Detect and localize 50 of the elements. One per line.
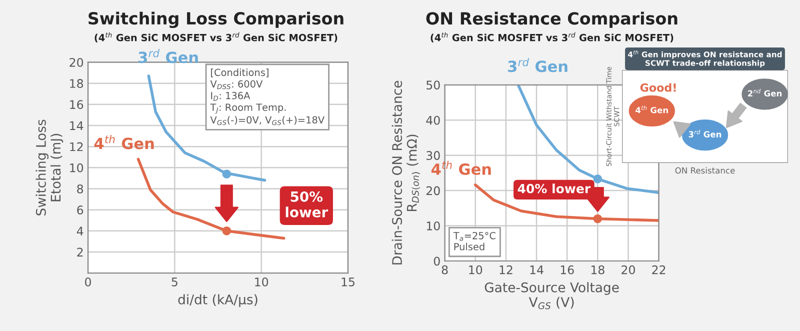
annotation: T$_{a}$=25°C Pulsed bbox=[453, 232, 496, 250]
y-axis-title: Switching Loss Etotal (mJ) bbox=[36, 120, 64, 216]
y-tick-label: 10 bbox=[426, 222, 440, 230]
text: 3$^{rd}$ Gen bbox=[688, 130, 722, 138]
chart-subtitle: (4$^{th}$ Gen SiC MOSFET vs 3$^{rd}$ Gen SiC MOSFET) bbox=[94, 32, 338, 42]
y-tick-label: 18 bbox=[70, 79, 84, 88]
chart-title: ON Resistance Comparison bbox=[426, 12, 678, 28]
y-tick-label: 0 bbox=[434, 256, 440, 266]
annotation: 40% lower bbox=[518, 184, 591, 194]
line-series bbox=[136, 158, 286, 240]
y-tick-label: 8 bbox=[77, 184, 84, 194]
x-tick-label: 12 bbox=[500, 265, 512, 274]
y-tick-label: 6 bbox=[77, 206, 84, 214]
x-tick-label: 18 bbox=[591, 265, 604, 274]
text: [Conditions] V$_{DSS}$: 600V I$_{D}$: 136A T$_{J}$: Room Temp. V$_{GS}$(-)=0V, V$_{GS}$(+)=18V bbox=[210, 68, 324, 126]
y-tick-label: 20 bbox=[70, 58, 84, 67]
annotation: 50% lower bbox=[286, 191, 328, 218]
chart-title: Switching Loss Comparison bbox=[88, 12, 344, 28]
x-tick-label: 14 bbox=[530, 266, 544, 274]
series-label: 3$^{rd}$ Gen bbox=[138, 48, 198, 64]
y-tick-label: 14 bbox=[70, 121, 84, 130]
y-tick-label: 40 bbox=[426, 116, 440, 125]
y-tick-label: 10 bbox=[70, 163, 84, 172]
y-tick-label: 20 bbox=[426, 186, 440, 196]
text: ON Resistance bbox=[675, 167, 735, 174]
x-tick-label: 20 bbox=[622, 265, 635, 274]
y-tick-label: 16 bbox=[70, 100, 84, 110]
x-tick-label: 15 bbox=[342, 278, 354, 286]
annotation: 4$^{th}$ Gen bbox=[636, 106, 668, 114]
y-tick-label: 12 bbox=[70, 142, 83, 152]
y-tick-label: 4 bbox=[76, 226, 84, 236]
x-tick-label: 5 bbox=[172, 278, 178, 286]
x-tick-label: 8 bbox=[442, 265, 448, 274]
y-tick-label: 50 bbox=[426, 80, 440, 90]
y-axis-title: Drain-Source ON Resistance R$_{DS(on)}$ (mΩ) bbox=[392, 80, 420, 264]
y-tick-label: 2 bbox=[77, 248, 83, 256]
x-tick-label: 10 bbox=[255, 277, 268, 286]
x-tick-label: 0 bbox=[85, 277, 91, 286]
annotation: Good! bbox=[640, 83, 676, 92]
series-label: 3$^{rd}$ Gen bbox=[508, 58, 568, 72]
text: 2$^{nd}$ Gen bbox=[748, 88, 782, 97]
x-axis-title: di/dt (kA/μs) bbox=[178, 294, 258, 307]
chart-subtitle: (4$^{th}$ Gen SiC MOSFET vs 3$^{rd}$ Gen SiC MOSFET) bbox=[430, 32, 674, 42]
series-label: 4$^{th}$ Gen bbox=[94, 135, 154, 150]
x-tick-label: 16 bbox=[560, 265, 574, 274]
x-axis-title: Gate-Source Voltage V$_{GS}$ (V) bbox=[484, 282, 619, 310]
x-tick-label: 22 bbox=[652, 265, 666, 274]
y-tick-label: 30 bbox=[426, 151, 440, 160]
line-series bbox=[474, 184, 659, 222]
x-tick-label: 10 bbox=[469, 265, 482, 274]
